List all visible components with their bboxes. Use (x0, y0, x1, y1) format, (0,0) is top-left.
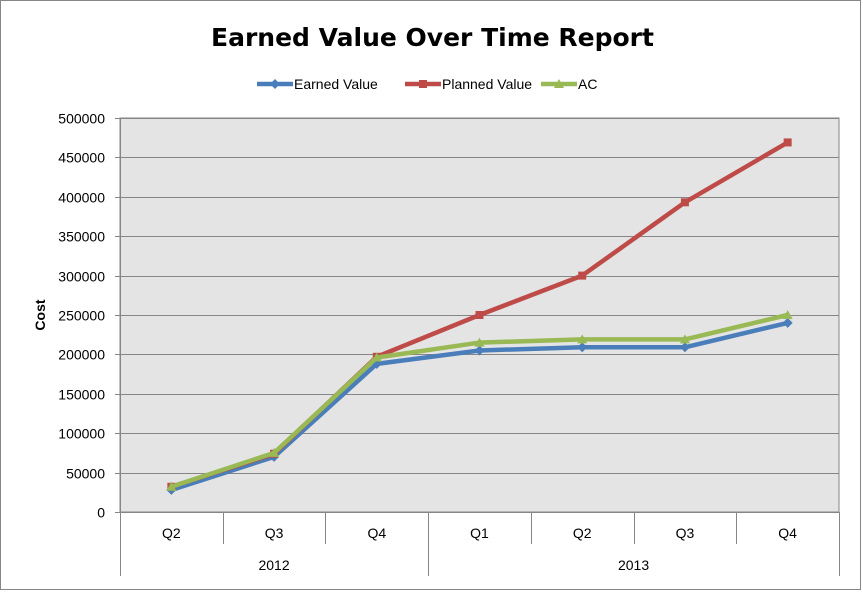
y-tick-label: 100000 (58, 426, 105, 442)
data-point (577, 334, 588, 344)
chart-title: Earned Value Over Time Report (211, 23, 654, 52)
y-tick-label: 150000 (58, 387, 105, 403)
x-tick-label: Q3 (676, 525, 695, 541)
data-point (474, 337, 485, 347)
data-point (783, 138, 792, 147)
legend-label[interactable]: Earned Value (294, 76, 378, 92)
y-tick-label: 300000 (58, 269, 105, 285)
data-point (680, 198, 689, 207)
legend-marker (270, 79, 280, 89)
data-point (578, 271, 587, 280)
x-group-label: 2012 (258, 557, 289, 573)
y-axis-label: Cost (32, 299, 48, 330)
x-tick-label: Q3 (265, 525, 284, 541)
data-point (269, 447, 280, 457)
data-point (782, 310, 793, 319)
data-point (679, 342, 690, 353)
y-tick-label: 350000 (58, 229, 105, 245)
x-tick-label: Q4 (778, 525, 797, 541)
y-tick-label: 500000 (58, 111, 105, 127)
y-tick-label: 0 (97, 505, 105, 521)
y-tick-label: 50000 (66, 466, 105, 482)
data-point (679, 334, 690, 344)
y-tick-label: 450000 (58, 150, 105, 166)
x-tick-label: Q2 (162, 525, 181, 541)
data-point (166, 481, 177, 491)
legend-marker (419, 80, 427, 88)
y-tick-label: 250000 (58, 308, 105, 324)
x-tick-label: Q4 (367, 525, 386, 541)
data-point (371, 352, 382, 362)
data-point (577, 342, 588, 353)
y-tick-label: 200000 (58, 347, 105, 363)
data-point (474, 345, 485, 356)
legend-marker (554, 79, 564, 88)
legend-label[interactable]: AC (578, 76, 597, 92)
data-point (782, 317, 793, 328)
x-tick-label: Q2 (573, 525, 592, 541)
data-point (475, 311, 484, 319)
legend-label[interactable]: Planned Value (442, 76, 532, 92)
x-tick-label: Q1 (470, 525, 489, 541)
x-group-label: 2013 (618, 557, 649, 573)
y-tick-label: 400000 (58, 190, 105, 206)
